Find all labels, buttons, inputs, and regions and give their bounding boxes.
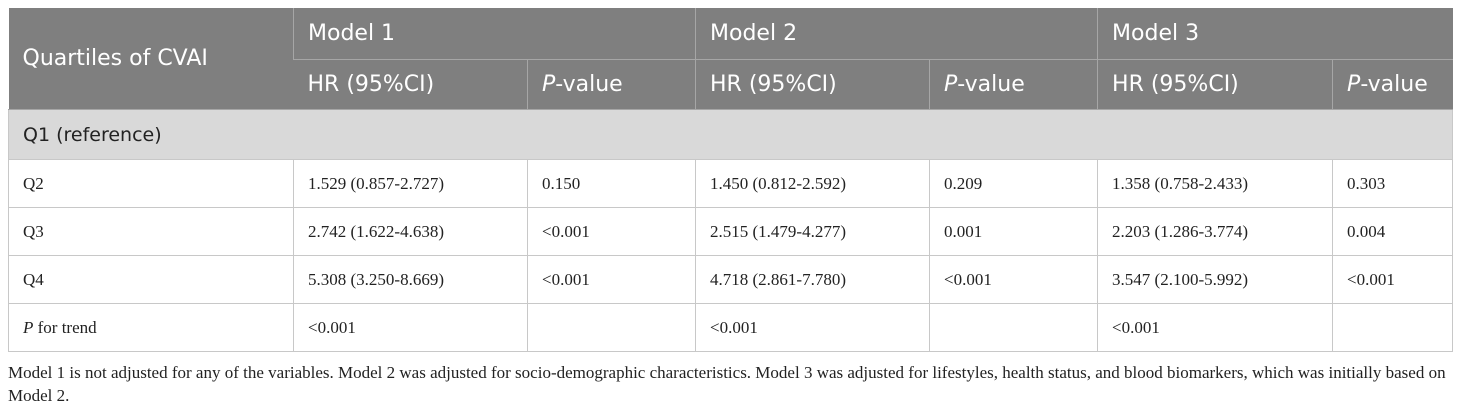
cell xyxy=(929,303,1099,352)
cell: <0.001 xyxy=(695,303,931,352)
subheader: P-value xyxy=(1332,59,1453,110)
corner-header: Quartiles of CVAI xyxy=(8,8,294,110)
italic-text: P xyxy=(1347,72,1361,97)
results-table: Quartiles of CVAI Model 1 Model 2 Model 3 HR… xyxy=(7,8,1454,352)
cell: <0.001 xyxy=(526,255,697,304)
data-row: Q3 2.742 (1.622-4.638) <0.001 2.515 (1.479-… xyxy=(8,207,1454,256)
model-header: Model 3 xyxy=(1097,8,1453,60)
subheader: P-value xyxy=(526,59,696,110)
cell: <0.001 xyxy=(526,207,697,256)
cell: <0.001 xyxy=(1332,255,1454,304)
text: Q2 xyxy=(23,173,44,193)
text: -value xyxy=(1360,72,1428,97)
italic-text: P xyxy=(23,317,34,337)
cell: 2.515 (1.479-4.277) xyxy=(695,207,931,256)
cell: 1.529 (0.857-2.727) xyxy=(293,159,528,208)
text: Q3 xyxy=(23,221,44,241)
text: HR (95%CI) xyxy=(710,72,837,97)
data-row: Q2 1.529 (0.857-2.727) 0.150 1.450 (0.812-2… xyxy=(8,159,1454,208)
row-label: Q3 xyxy=(8,207,294,256)
cell: <0.001 xyxy=(293,303,528,352)
cell: 0.004 xyxy=(1332,207,1454,256)
cell: <0.001 xyxy=(929,255,1099,304)
cell: 3.547 (2.100-5.992) xyxy=(1097,255,1334,304)
cell xyxy=(1332,303,1454,352)
cell: 0.150 xyxy=(526,159,697,208)
cell: 2.742 (1.622-4.638) xyxy=(293,207,528,256)
text: for trend xyxy=(33,317,97,337)
cell: 2.203 (1.286-3.774) xyxy=(1097,207,1334,256)
data-row: Q4 5.308 (3.250-8.669) <0.001 4.718 (2.861-… xyxy=(8,255,1454,304)
header-row: Quartiles of CVAI Model 1 Model 2 Model 3 xyxy=(8,8,1453,110)
text: Q4 xyxy=(23,269,44,289)
row-label: Q2 xyxy=(8,159,294,208)
footnote: Model 1 is not adjusted for any of the v… xyxy=(8,363,1446,405)
data-row: P for trend <0.001 <0.001 <0.001 xyxy=(8,303,1454,352)
model-header: Model 2 xyxy=(695,8,1098,60)
subheader: HR (95%CI) xyxy=(293,59,528,110)
row-label: Q4 xyxy=(8,255,294,304)
italic-text: P xyxy=(542,72,556,97)
row-label: P for trend xyxy=(8,303,294,352)
subheader: HR (95%CI) xyxy=(695,59,930,110)
section-row: Q1 (reference) xyxy=(7,109,1454,160)
cell: 4.718 (2.861-7.780) xyxy=(695,255,931,304)
cell: <0.001 xyxy=(1097,303,1334,352)
italic-text: P xyxy=(944,72,958,97)
cell: 1.450 (0.812-2.592) xyxy=(695,159,931,208)
subheader: HR (95%CI) xyxy=(1097,59,1333,110)
section-label: Q1 (reference) xyxy=(7,109,1454,160)
subheader: P-value xyxy=(929,59,1098,110)
cell: 0.303 xyxy=(1332,159,1454,208)
cell: 5.308 (3.250-8.669) xyxy=(293,255,528,304)
model-header: Model 1 xyxy=(292,8,696,60)
cell: 0.001 xyxy=(929,207,1099,256)
text: -value xyxy=(957,72,1025,97)
text: -value xyxy=(555,72,623,97)
cell: 1.358 (0.758-2.433) xyxy=(1097,159,1334,208)
cell: 0.209 xyxy=(929,159,1099,208)
cell xyxy=(526,303,697,352)
text: HR (95%CI) xyxy=(307,72,435,97)
text: HR (95%CI) xyxy=(1112,72,1239,97)
